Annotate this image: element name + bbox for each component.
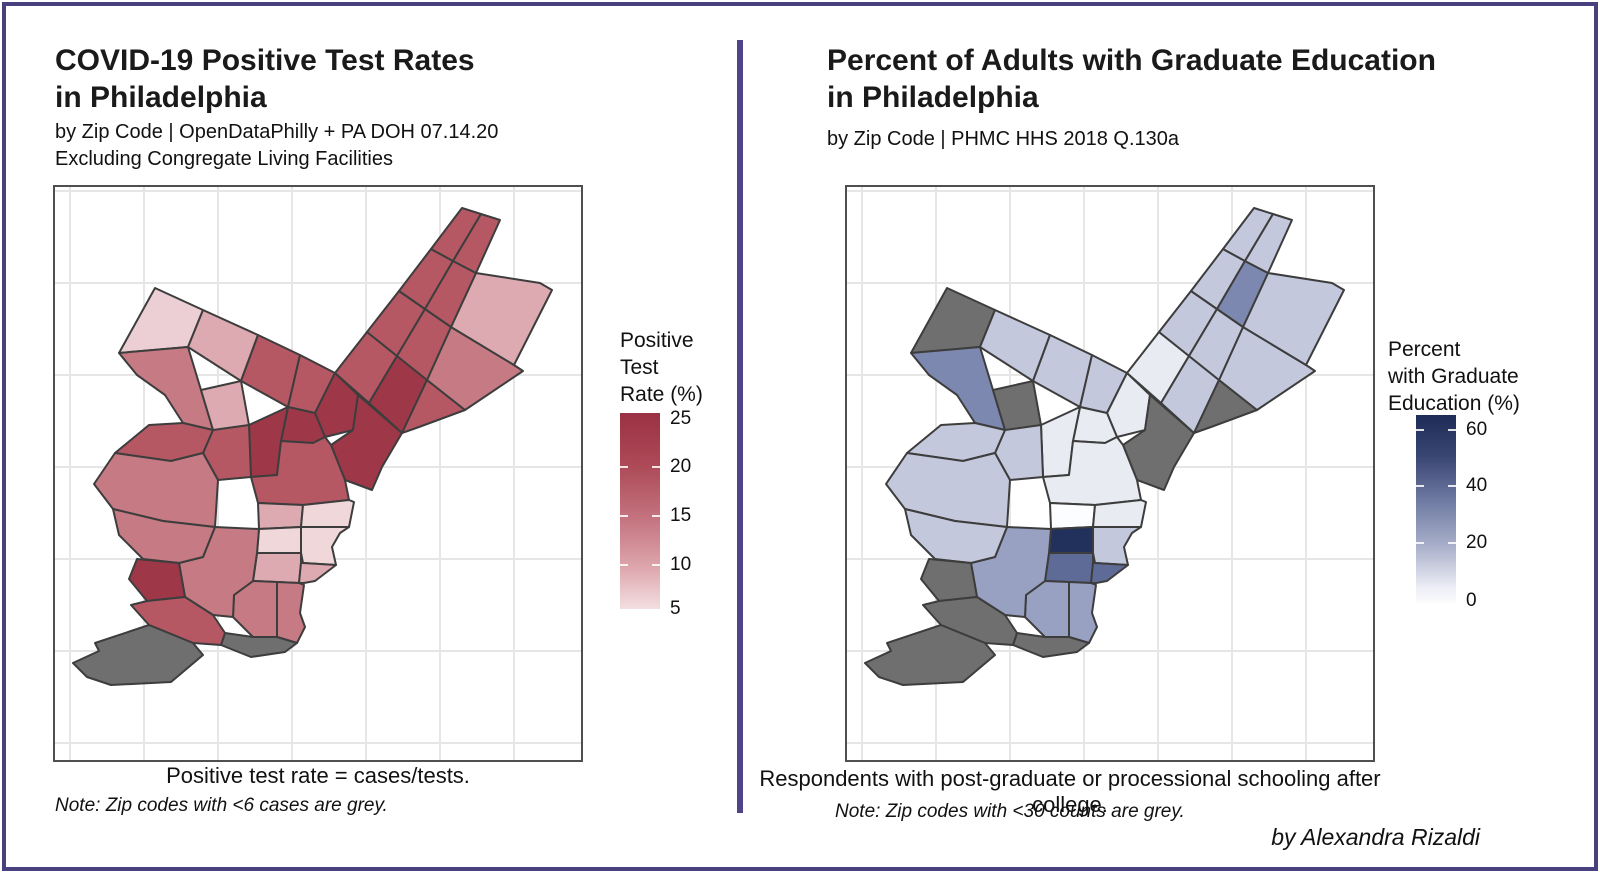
legend-tick-label: 10 xyxy=(670,553,692,575)
legend-title-line: Percent xyxy=(1388,338,1461,361)
left-legend-title: Positive Test Rate (%) xyxy=(620,327,703,408)
legend-tick-label: 25 xyxy=(670,407,692,429)
zip-region-r25 xyxy=(904,508,1008,564)
zip-region-r28 xyxy=(72,624,204,686)
legend-tick-notch xyxy=(652,514,660,517)
legend-tick-notch xyxy=(652,563,660,566)
zip-region-r13 xyxy=(300,499,355,528)
zip-region-r09 xyxy=(330,394,403,491)
zip-region-r12 xyxy=(1049,502,1096,530)
left-map-subtitle-line1: by Zip Code | OpenDataPhilly + PA DOH 07… xyxy=(55,121,499,143)
right-map-title-line2: in Philadelphia xyxy=(827,81,1039,114)
right-legend-title: Percent with Graduate Education (%) xyxy=(1388,336,1520,417)
legend-tick-notch xyxy=(620,465,628,468)
right-map-subtitle: by Zip Code | PHMC HHS 2018 Q.130a xyxy=(827,126,1179,153)
left-map-title-line2: in Philadelphia xyxy=(55,81,267,114)
zip-region-r28 xyxy=(864,624,996,686)
legend-title-line: Rate (%) xyxy=(620,383,703,406)
legend-title-line: with Graduate xyxy=(1388,365,1519,388)
legend-tick-label: 20 xyxy=(1466,531,1488,553)
legend-tick-notch xyxy=(1448,429,1456,432)
right-map-title: Percent of Adults with Graduate Educatio… xyxy=(827,42,1436,116)
legend-tick-label: 20 xyxy=(670,455,692,477)
right-legend-colorbar xyxy=(1416,415,1456,603)
zip-region-r09 xyxy=(1122,394,1195,491)
zip-region-r12 xyxy=(257,502,304,530)
legend-tick-label: 15 xyxy=(670,504,692,526)
zip-region-r39 xyxy=(452,213,501,274)
zip-region-r19 xyxy=(276,581,306,644)
legend-tick-label: 0 xyxy=(1466,590,1477,612)
legend-tick-notch xyxy=(652,465,660,468)
zip-region-r14 xyxy=(256,526,302,554)
legend-tick-label: 5 xyxy=(670,598,681,619)
zip-region-r14 xyxy=(1048,526,1094,554)
left-legend-colorbar xyxy=(620,413,660,609)
left-map-subtitle: by Zip Code | OpenDataPhilly + PA DOH 07… xyxy=(55,119,498,173)
zip-region-r19 xyxy=(1068,581,1098,644)
legend-title-line: Positive xyxy=(620,329,694,352)
left-map-caption: Positive test rate = cases/tests. xyxy=(166,763,470,788)
zip-region-r27 xyxy=(922,596,1018,646)
left-map-title: COVID-19 Positive Test Rates in Philadel… xyxy=(55,42,475,116)
legend-tick-notch xyxy=(620,514,628,517)
legend-tick-notch xyxy=(1448,541,1456,544)
legend-tick-notch xyxy=(1416,485,1424,488)
author-credit: by Alexandra Rizaldi xyxy=(1271,824,1480,850)
zip-region-r25 xyxy=(112,508,216,564)
legend-tick-notch xyxy=(620,563,628,566)
legend-tick-label: 40 xyxy=(1466,475,1488,497)
right-choropleth-map xyxy=(845,185,1375,762)
legend-tick-notch xyxy=(1416,429,1424,432)
legend-title-line: Education (%) xyxy=(1388,392,1520,415)
vertical-divider xyxy=(737,40,743,813)
right-map-subtitle-line1: by Zip Code | PHMC HHS 2018 Q.130a xyxy=(827,128,1180,150)
zip-region-r27 xyxy=(130,596,226,646)
left-map-subtitle-line2: Excluding Congregate Living Facilities xyxy=(55,148,393,170)
zip-region-r16 xyxy=(1044,552,1094,584)
zip-region-r16 xyxy=(252,552,302,584)
legend-tick-notch xyxy=(1448,485,1456,488)
legend-tick-notch xyxy=(1416,541,1424,544)
left-choropleth-map xyxy=(53,185,583,762)
legend-tick-label: 60 xyxy=(1466,419,1488,441)
zip-region-r39 xyxy=(1244,213,1293,274)
left-map-note: Note: Zip codes with <6 cases are grey. xyxy=(55,795,388,816)
left-map-title-line1: COVID-19 Positive Test Rates xyxy=(55,44,475,77)
right-map-note: Note: Zip codes with <30 counts are grey… xyxy=(835,801,1185,822)
zip-region-r13 xyxy=(1092,499,1147,528)
legend-title-line: Test xyxy=(620,356,659,379)
right-map-title-line1: Percent of Adults with Graduate Educatio… xyxy=(827,44,1436,77)
left-map-panel xyxy=(53,185,583,762)
right-map-panel xyxy=(845,185,1375,762)
right-map-caption: Respondents with post-graduate or proces… xyxy=(759,766,1381,817)
